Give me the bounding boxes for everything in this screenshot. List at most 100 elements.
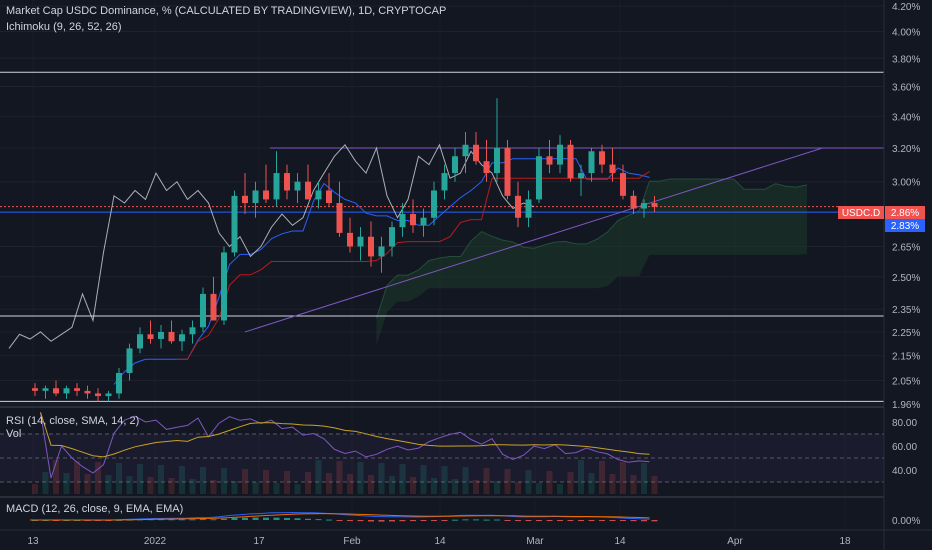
- price-tick-label: 4.00%: [892, 27, 920, 38]
- volume-bar: [105, 475, 112, 494]
- macd-tick-label: 0.00%: [892, 516, 920, 527]
- candle-body[interactable]: [336, 203, 343, 233]
- candle-body[interactable]: [63, 388, 70, 394]
- candle-body[interactable]: [609, 164, 616, 174]
- macd-histogram-bar: [378, 520, 385, 522]
- candle-body[interactable]: [273, 173, 280, 200]
- volume-bar: [336, 461, 343, 494]
- volume-bar: [483, 468, 490, 494]
- volume-bar: [494, 481, 500, 494]
- candle-body[interactable]: [410, 214, 416, 226]
- candle-body[interactable]: [126, 348, 133, 373]
- candle-body[interactable]: [147, 334, 154, 339]
- candle-body[interactable]: [378, 246, 385, 257]
- candle-body[interactable]: [74, 388, 80, 391]
- price-axis[interactable]: 4.20% 4.00% 3.80% 3.60% 3.40% 3.20% 3.00% 2.65%…: [892, 2, 920, 411]
- candle-body[interactable]: [294, 181, 301, 191]
- candle-body[interactable]: [641, 203, 647, 209]
- volume-bar: [452, 479, 458, 494]
- trendline[interactable]: [244, 147, 823, 333]
- candle-body[interactable]: [53, 388, 59, 394]
- macd-histogram-bar: [231, 517, 238, 520]
- candle-body[interactable]: [620, 173, 626, 196]
- volume-bar: [221, 468, 227, 494]
- volume-bar: [441, 466, 448, 494]
- volume-bar: [420, 465, 427, 494]
- volume-bar: [158, 465, 164, 494]
- chart-title: Market Cap USDC Dominance, % (CALCULATED…: [6, 5, 446, 17]
- candle-body[interactable]: [305, 181, 311, 200]
- candle-body[interactable]: [462, 144, 469, 157]
- ichimoku-cloud: [376, 178, 808, 345]
- candle-body[interactable]: [368, 236, 374, 257]
- macd-histogram-bar: [399, 520, 406, 522]
- candle-body[interactable]: [630, 195, 637, 209]
- candle-body[interactable]: [452, 156, 458, 174]
- candle-body[interactable]: [483, 161, 490, 174]
- macd-panel: 0.00%: [30, 511, 920, 527]
- candle-body[interactable]: [179, 334, 185, 342]
- candle-body[interactable]: [578, 173, 584, 179]
- price-tick-label: 3.00%: [892, 178, 920, 189]
- candle-body[interactable]: [546, 156, 553, 165]
- candle-body[interactable]: [200, 293, 206, 328]
- candle-body[interactable]: [557, 144, 563, 165]
- volume-bar: [588, 473, 595, 494]
- candle-body[interactable]: [42, 388, 49, 391]
- candle-body[interactable]: [242, 195, 248, 204]
- macd-histogram-bar: [263, 517, 269, 520]
- candle-body[interactable]: [420, 217, 427, 226]
- rsi-line: [40, 412, 650, 479]
- candle-body[interactable]: [588, 151, 595, 174]
- candle-body[interactable]: [84, 390, 91, 394]
- candles[interactable]: [32, 98, 658, 402]
- candle-body[interactable]: [494, 148, 500, 174]
- candle-body[interactable]: [105, 393, 112, 397]
- candle-body[interactable]: [567, 144, 574, 179]
- candle-body[interactable]: [525, 199, 532, 218]
- candle-body[interactable]: [284, 173, 290, 191]
- candle-body[interactable]: [221, 252, 227, 321]
- volume-bar: [546, 471, 553, 494]
- volume-bar: [473, 480, 479, 494]
- candle-body[interactable]: [357, 236, 364, 247]
- candle-body[interactable]: [441, 173, 448, 191]
- candle-body[interactable]: [210, 293, 217, 321]
- macd-histogram-bar: [326, 519, 332, 521]
- candle-body[interactable]: [399, 214, 406, 228]
- macd-histogram-bar: [641, 520, 647, 522]
- candle-body[interactable]: [431, 190, 437, 218]
- candle-body[interactable]: [389, 227, 395, 247]
- candle-body[interactable]: [504, 148, 511, 196]
- candle-body[interactable]: [32, 388, 38, 391]
- candle-body[interactable]: [137, 334, 143, 349]
- candle-body[interactable]: [315, 190, 322, 200]
- time-tick-label: 13: [27, 536, 39, 547]
- volume-bar: [462, 467, 469, 494]
- candle-body[interactable]: [95, 393, 101, 397]
- candle-body[interactable]: [651, 203, 658, 207]
- volume-bar: [567, 472, 574, 494]
- candle-body[interactable]: [536, 156, 542, 200]
- rsi-title[interactable]: RSI (14, close, SMA, 14, 2): [6, 415, 139, 427]
- candle-body[interactable]: [515, 195, 521, 218]
- vol-label[interactable]: Vol: [6, 428, 21, 440]
- candle-body[interactable]: [326, 190, 332, 204]
- volume-bar: [599, 461, 605, 494]
- candle-body[interactable]: [189, 327, 196, 335]
- candle-body[interactable]: [252, 190, 259, 204]
- time-axis[interactable]: 13 2022 17 Feb 14 Mar 14 Apr 18: [27, 536, 851, 547]
- candle-body[interactable]: [473, 144, 479, 162]
- candle-body[interactable]: [347, 232, 353, 247]
- candle-body[interactable]: [263, 190, 269, 200]
- macd-histogram-bar: [578, 520, 584, 521]
- candle-body[interactable]: [116, 372, 122, 394]
- candle-body[interactable]: [158, 331, 164, 339]
- volume-bar: [378, 463, 385, 494]
- indicator-label[interactable]: Ichimoku (9, 26, 52, 26): [6, 21, 122, 33]
- candle-body[interactable]: [231, 195, 238, 253]
- candle-body[interactable]: [599, 151, 605, 165]
- macd-title[interactable]: MACD (12, 26, close, 9, EMA, EMA): [6, 503, 183, 515]
- candle-body[interactable]: [168, 331, 175, 342]
